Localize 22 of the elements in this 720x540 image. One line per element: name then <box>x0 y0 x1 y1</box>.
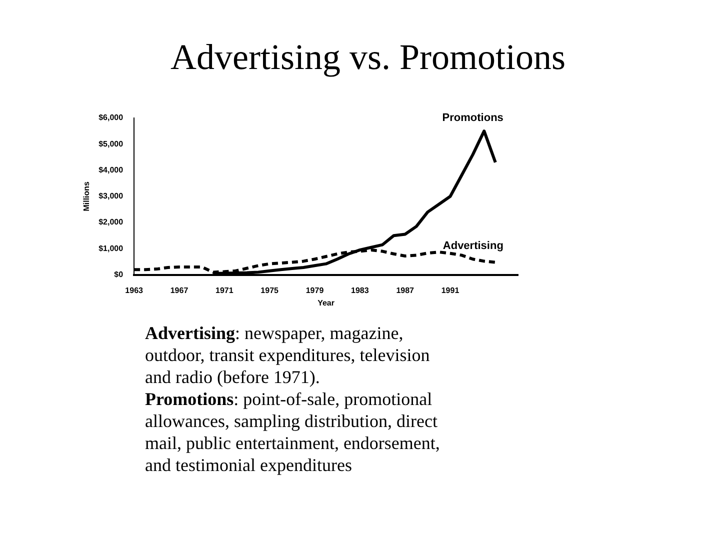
x-tick-label: 1979 <box>306 286 324 295</box>
x-tick-label: 1963 <box>125 286 144 295</box>
y-tick-label: $6,000 <box>98 113 124 122</box>
y-tick-label: $3,000 <box>98 192 124 201</box>
chart-title: Advertising vs. Promotions <box>169 36 566 78</box>
x-tick-label: 1987 <box>396 286 415 295</box>
y-tick-label: $5,000 <box>98 139 124 148</box>
x-tick-label: 1983 <box>351 286 370 295</box>
text: Advertising: newspaper, magazine, outdoor, transit expenditures, television and radio (before 1971). <box>145 323 430 387</box>
y-tick-label: $1,000 <box>98 244 124 253</box>
y-tick-label: $2,000 <box>98 218 124 227</box>
x-axis-title: Year <box>318 298 334 308</box>
x-tick-label: 1991 <box>441 286 460 295</box>
series-label: Advertising <box>442 240 504 252</box>
y-axis-title: Millions <box>82 180 92 212</box>
x-tick-label: 1971 <box>216 286 234 295</box>
y-tick-label: $0 <box>114 270 124 280</box>
y-tick-label: $4,000 <box>98 165 124 174</box>
x-tick-label: 1975 <box>260 286 280 295</box>
x-tick-label: 1967 <box>170 286 189 295</box>
text: Promotions: point-of-sale, promotional allowances, sampling distribution, direct mail, public entertainment, endorsement, and testimonial expenditures <box>145 389 440 475</box>
series-label: Promotions <box>442 112 504 124</box>
